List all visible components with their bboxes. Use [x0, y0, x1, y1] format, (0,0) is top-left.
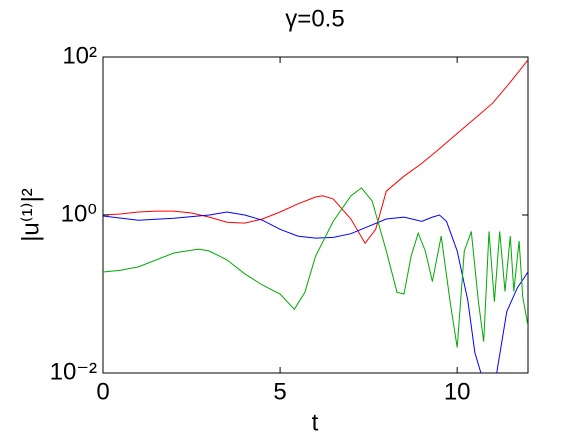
x-axis-label: t: [312, 409, 319, 436]
x-tick-label: 5: [273, 378, 286, 405]
plot-frame: [102, 56, 529, 374]
chart-title: γ=0.5: [285, 5, 344, 32]
y-tick-label: 10²: [62, 42, 97, 69]
x-tick-label: 0: [96, 378, 109, 405]
y-axis-label: |u⁽¹⁾|²: [17, 188, 44, 242]
plot-lines: [103, 59, 528, 373]
y-tick-label: 10⁻²: [50, 358, 97, 385]
line: [103, 187, 528, 348]
line: [103, 211, 528, 373]
x-tick-label: 10: [444, 378, 471, 405]
line: [103, 59, 528, 245]
y-tick-label: 10⁰: [61, 200, 97, 227]
